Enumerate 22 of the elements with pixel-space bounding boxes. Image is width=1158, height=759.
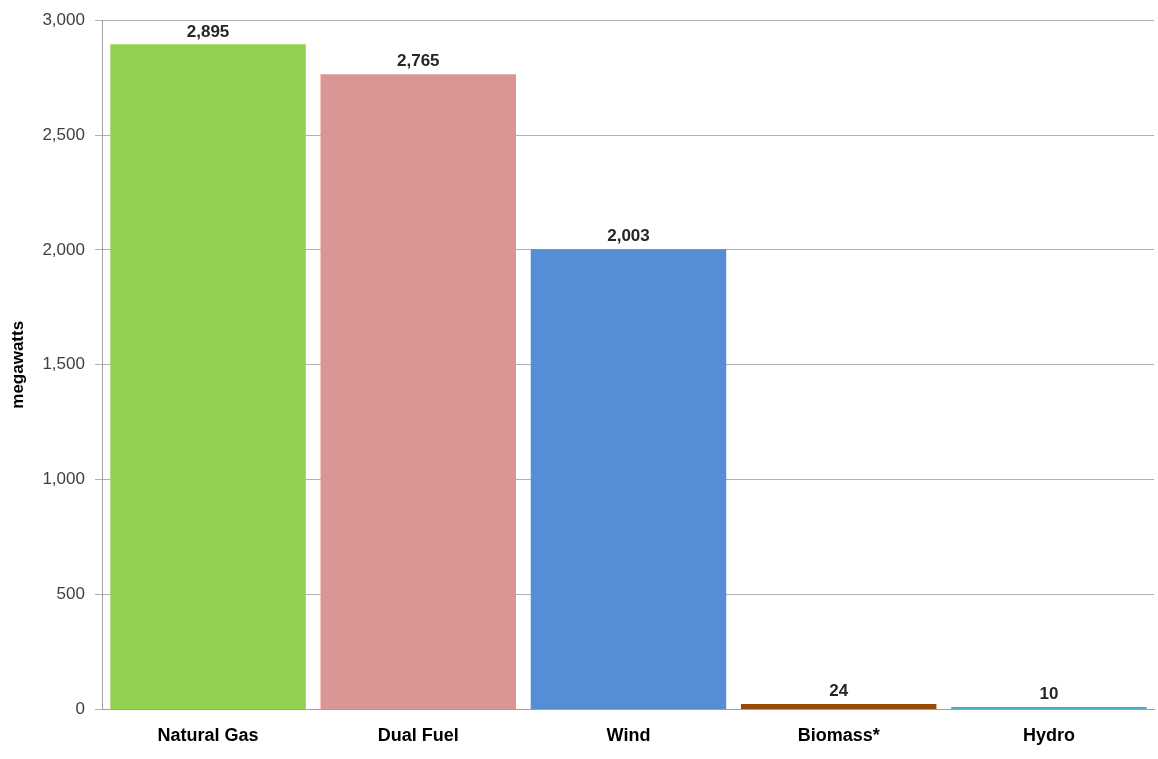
y-tick-label: 1,000 xyxy=(42,469,85,489)
x-tick-label: Biomass* xyxy=(797,725,880,746)
y-axis-title: megawatts xyxy=(7,320,27,409)
data-label: 24 xyxy=(829,681,849,701)
x-tick-label: Dual Fuel xyxy=(377,725,459,746)
y-tick-label: 1,500 xyxy=(42,354,85,374)
x-tick-label: Hydro xyxy=(1022,725,1075,746)
y-tick-label: 2,500 xyxy=(42,124,85,144)
bar xyxy=(740,703,937,709)
bar xyxy=(320,74,517,709)
data-label: 10 xyxy=(1039,684,1059,704)
y-tick-label: 500 xyxy=(56,584,85,604)
y-tick-label: 3,000 xyxy=(42,9,85,29)
bar xyxy=(110,44,306,709)
data-label: 2,895 xyxy=(186,21,230,41)
data-label: 2,003 xyxy=(607,226,650,246)
x-tick-label: Wind xyxy=(606,725,651,746)
y-tick-label: 0 xyxy=(75,699,85,719)
bar xyxy=(530,249,727,709)
y-tick-label: 2,000 xyxy=(42,239,85,259)
data-label: 2,765 xyxy=(396,51,440,71)
x-tick-label: Natural Gas xyxy=(157,725,259,746)
